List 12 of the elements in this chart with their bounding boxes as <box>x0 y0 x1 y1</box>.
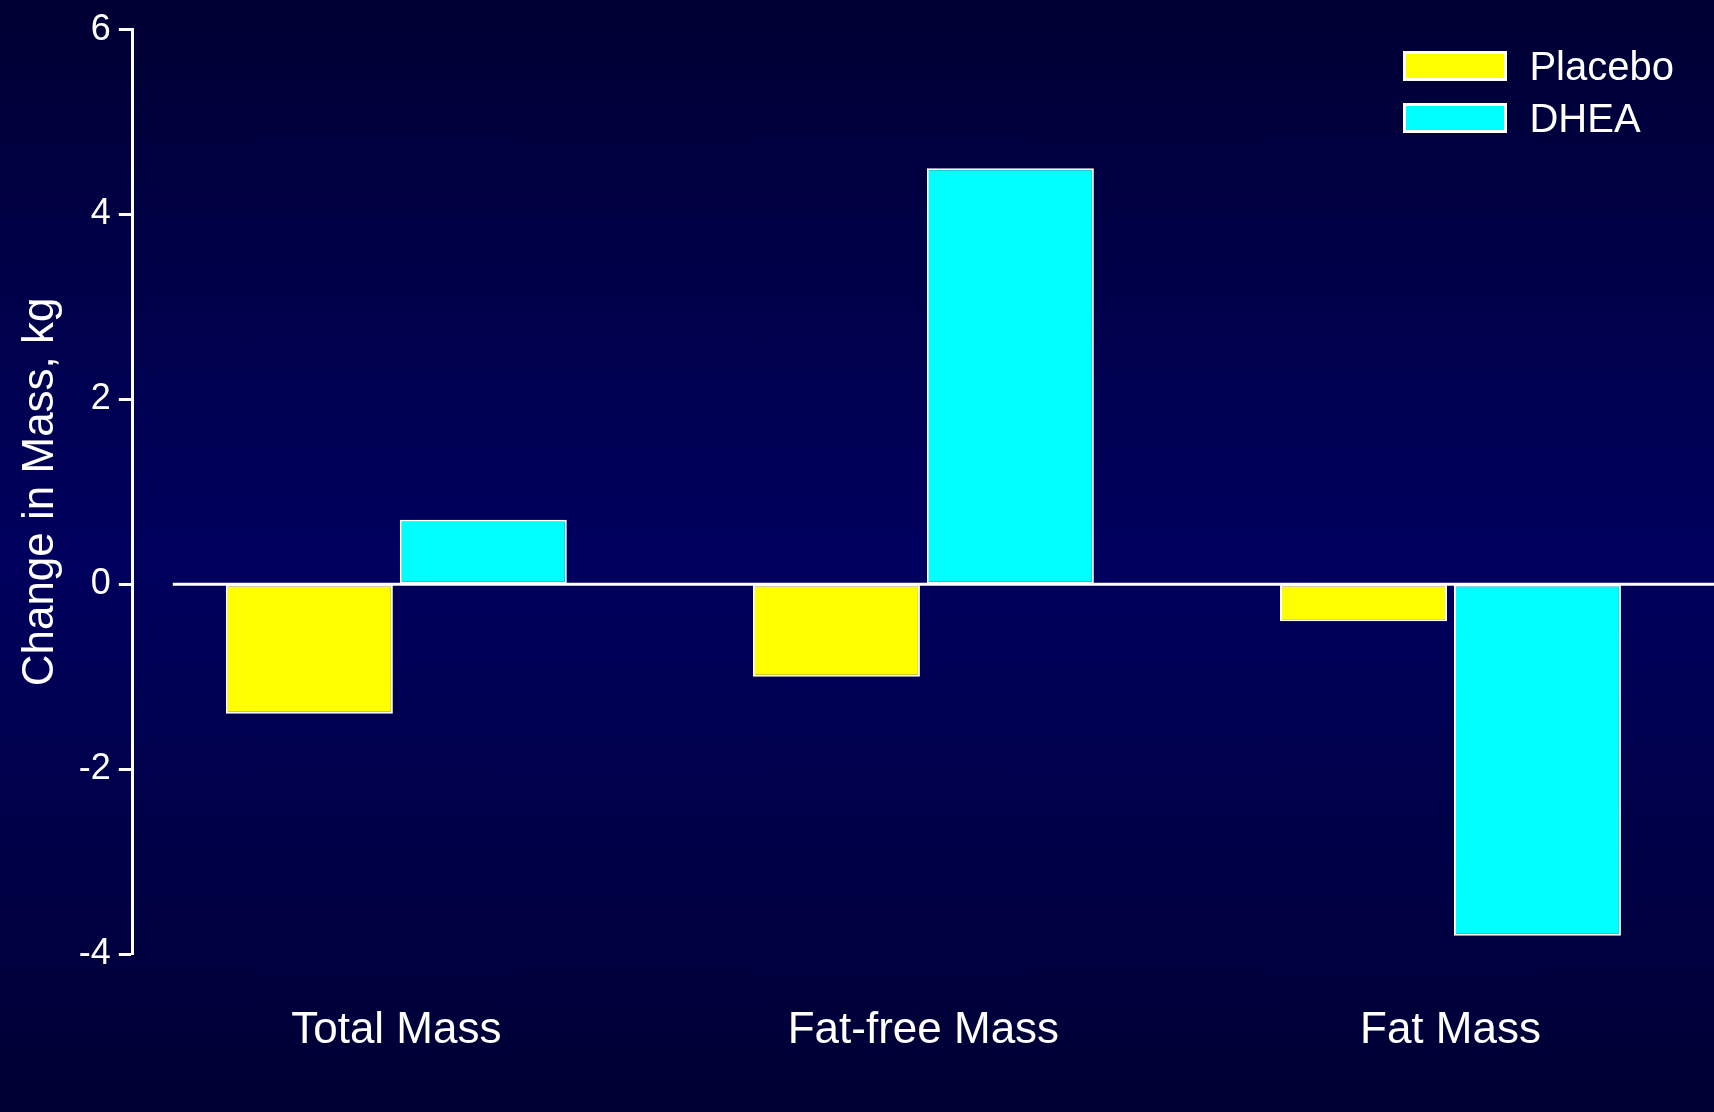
x-tick-label: Fat-free Mass <box>787 1002 1060 1052</box>
y-tick-label: -2 <box>78 746 111 788</box>
x-tick-label: Total Mass <box>291 1002 502 1052</box>
y-tick-label: -4 <box>78 931 111 973</box>
legend-label: Placebo <box>1529 43 1674 89</box>
y-tick-label: 0 <box>90 561 111 603</box>
y-tick-label: 2 <box>90 376 111 418</box>
y-tick-label: 4 <box>90 191 111 233</box>
y-tick-label: 6 <box>90 6 111 48</box>
y-axis-title: Change in Mass, kg <box>12 297 62 687</box>
x-tick-label: Fat Mass <box>1360 1002 1541 1052</box>
text: DHEA <box>1529 95 1641 141</box>
